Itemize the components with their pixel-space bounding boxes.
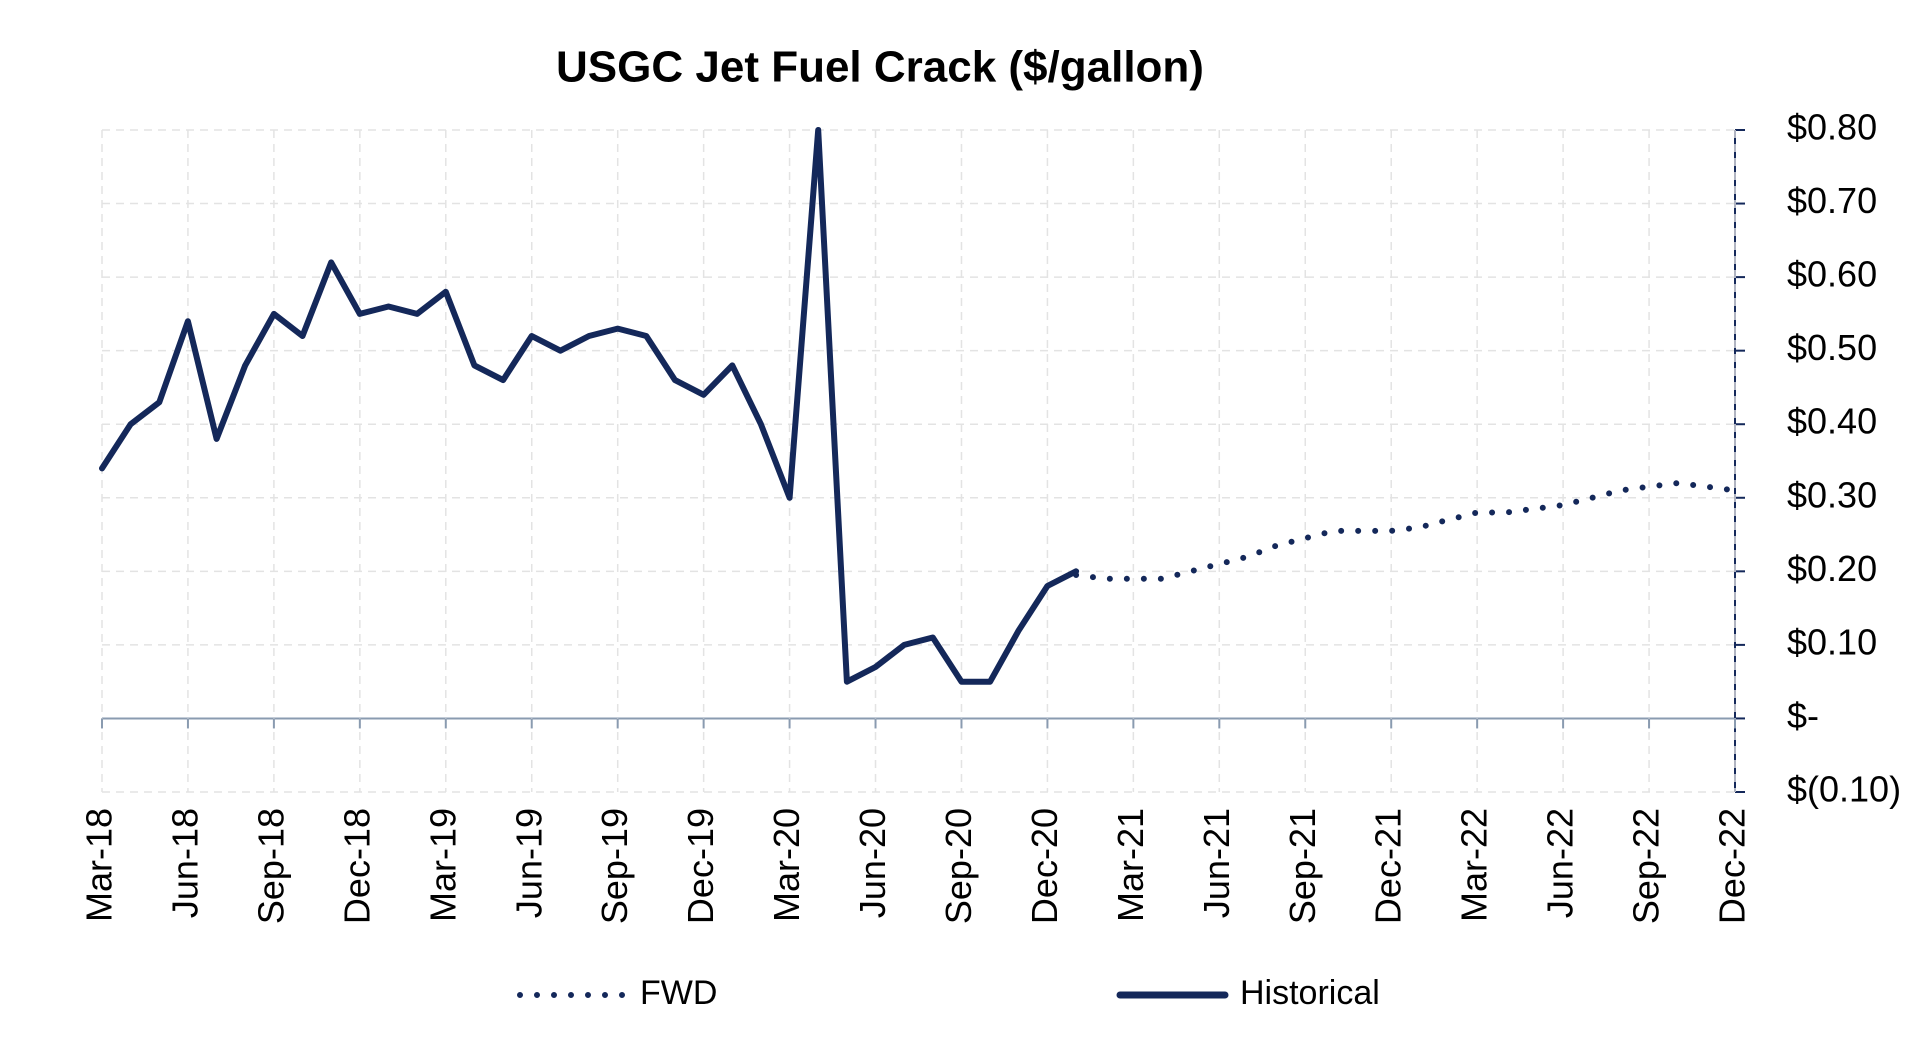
y-tick-label: $0.60 bbox=[1787, 254, 1877, 295]
series-line bbox=[1073, 480, 1738, 582]
y-tick-label: $0.80 bbox=[1787, 107, 1877, 148]
y-tick-label: $0.30 bbox=[1787, 474, 1877, 515]
x-tick-label: Mar-22 bbox=[1454, 808, 1495, 922]
x-tick-label: Sep-20 bbox=[938, 808, 979, 924]
x-tick-label: Jun-20 bbox=[852, 808, 893, 918]
x-tick-label: Sep-22 bbox=[1626, 808, 1667, 924]
y-tick-label: $0.20 bbox=[1787, 548, 1877, 589]
x-tick-label: Mar-21 bbox=[1110, 808, 1151, 922]
x-tick-label: Mar-19 bbox=[422, 808, 463, 922]
chart-title: USGC Jet Fuel Crack ($/gallon) bbox=[556, 43, 1204, 92]
y-tick-label: $0.40 bbox=[1787, 401, 1877, 442]
x-tick-label: Mar-20 bbox=[766, 808, 807, 922]
x-tick-label: Dec-19 bbox=[680, 808, 721, 924]
x-tick-label: Dec-20 bbox=[1024, 808, 1065, 924]
legend-label: Historical bbox=[1240, 974, 1380, 1012]
y-tick-label: $- bbox=[1787, 695, 1819, 736]
x-tick-label: Mar-18 bbox=[79, 808, 120, 922]
y-tick-label: $0.70 bbox=[1787, 180, 1877, 221]
x-tick-label: Sep-18 bbox=[250, 808, 291, 924]
series-line bbox=[99, 127, 1080, 685]
y-tick-label: $(0.10) bbox=[1787, 769, 1901, 810]
x-tick-label: Sep-21 bbox=[1282, 808, 1323, 924]
x-tick-label: Jun-18 bbox=[164, 808, 205, 918]
x-tick-label: Jun-19 bbox=[508, 808, 549, 918]
x-tick-label: Dec-21 bbox=[1368, 808, 1409, 924]
x-tick-label: Dec-18 bbox=[336, 808, 377, 924]
legend-label: FWD bbox=[640, 974, 717, 1012]
x-tick-label: Dec-22 bbox=[1712, 808, 1753, 924]
y-tick-label: $0.10 bbox=[1787, 621, 1877, 662]
x-tick-label: Jun-22 bbox=[1540, 808, 1581, 918]
y-tick-label: $0.50 bbox=[1787, 327, 1877, 368]
x-tick-label: Sep-19 bbox=[594, 808, 635, 924]
x-tick-label: Jun-21 bbox=[1196, 808, 1237, 918]
